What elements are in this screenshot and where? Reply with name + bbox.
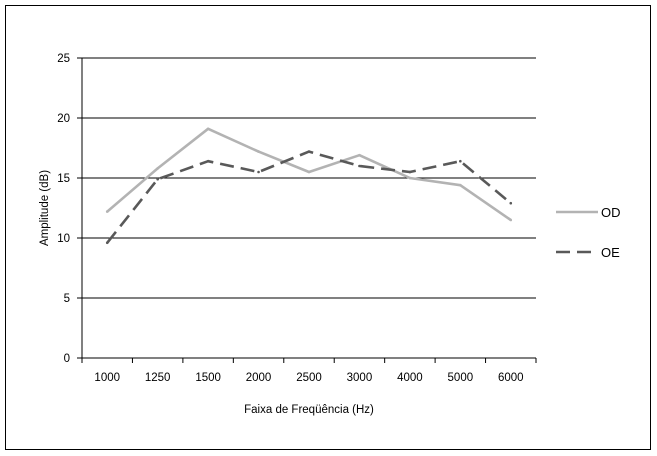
chart-frame (5, 5, 651, 450)
data-point-od-4000 (408, 176, 412, 180)
x-axis-title: Faixa de Freqüência (Hz) (244, 404, 374, 416)
y-tick-label-15: 15 (57, 173, 70, 185)
x-tick-label-6000: 6000 (498, 372, 524, 384)
data-point-od-2000 (257, 150, 260, 153)
x-tick-label-1250: 1250 (145, 372, 171, 384)
x-tick-label-2500: 2500 (296, 372, 322, 384)
legend-label-od: OD (601, 205, 621, 220)
data-point-oe-2000 (257, 170, 260, 174)
y-tick-label-20: 20 (57, 113, 70, 125)
data-point-oe-1250 (156, 177, 159, 181)
series-line-oe (106, 150, 512, 244)
data-point-od-6000 (509, 218, 513, 222)
legend-label-oe: OE (601, 245, 620, 260)
data-point-oe-4000 (408, 170, 412, 174)
y-tick-label-0: 0 (64, 353, 70, 365)
data-point-od-1000 (105, 210, 109, 213)
x-tick-label-5000: 5000 (448, 372, 474, 384)
x-tick-label-3000: 3000 (347, 372, 373, 384)
y-tick-label-5: 5 (64, 293, 70, 305)
x-tick-label-1500: 1500 (195, 372, 221, 384)
data-point-oe-1500 (206, 159, 210, 163)
y-axis-title: Amplitude (dB) (39, 170, 51, 246)
x-tick-label-4000: 4000 (397, 372, 423, 384)
data-point-oe-1000 (105, 241, 109, 245)
x-tick-label-1000: 1000 (94, 372, 120, 384)
data-point-od-2500 (307, 170, 311, 174)
data-point-od-1250 (156, 167, 159, 170)
data-point-oe-3000 (358, 164, 361, 168)
data-point-oe-6000 (509, 201, 513, 205)
data-point-od-5000 (459, 183, 462, 187)
data-point-od-3000 (358, 153, 361, 157)
y-tick-label-25: 25 (57, 53, 70, 65)
x-tick-label-2000: 2000 (246, 372, 272, 384)
y-tick-label-10: 10 (57, 233, 70, 245)
data-point-od-1500 (206, 127, 210, 131)
data-point-oe-5000 (459, 159, 462, 163)
data-point-oe-2500 (307, 150, 311, 153)
